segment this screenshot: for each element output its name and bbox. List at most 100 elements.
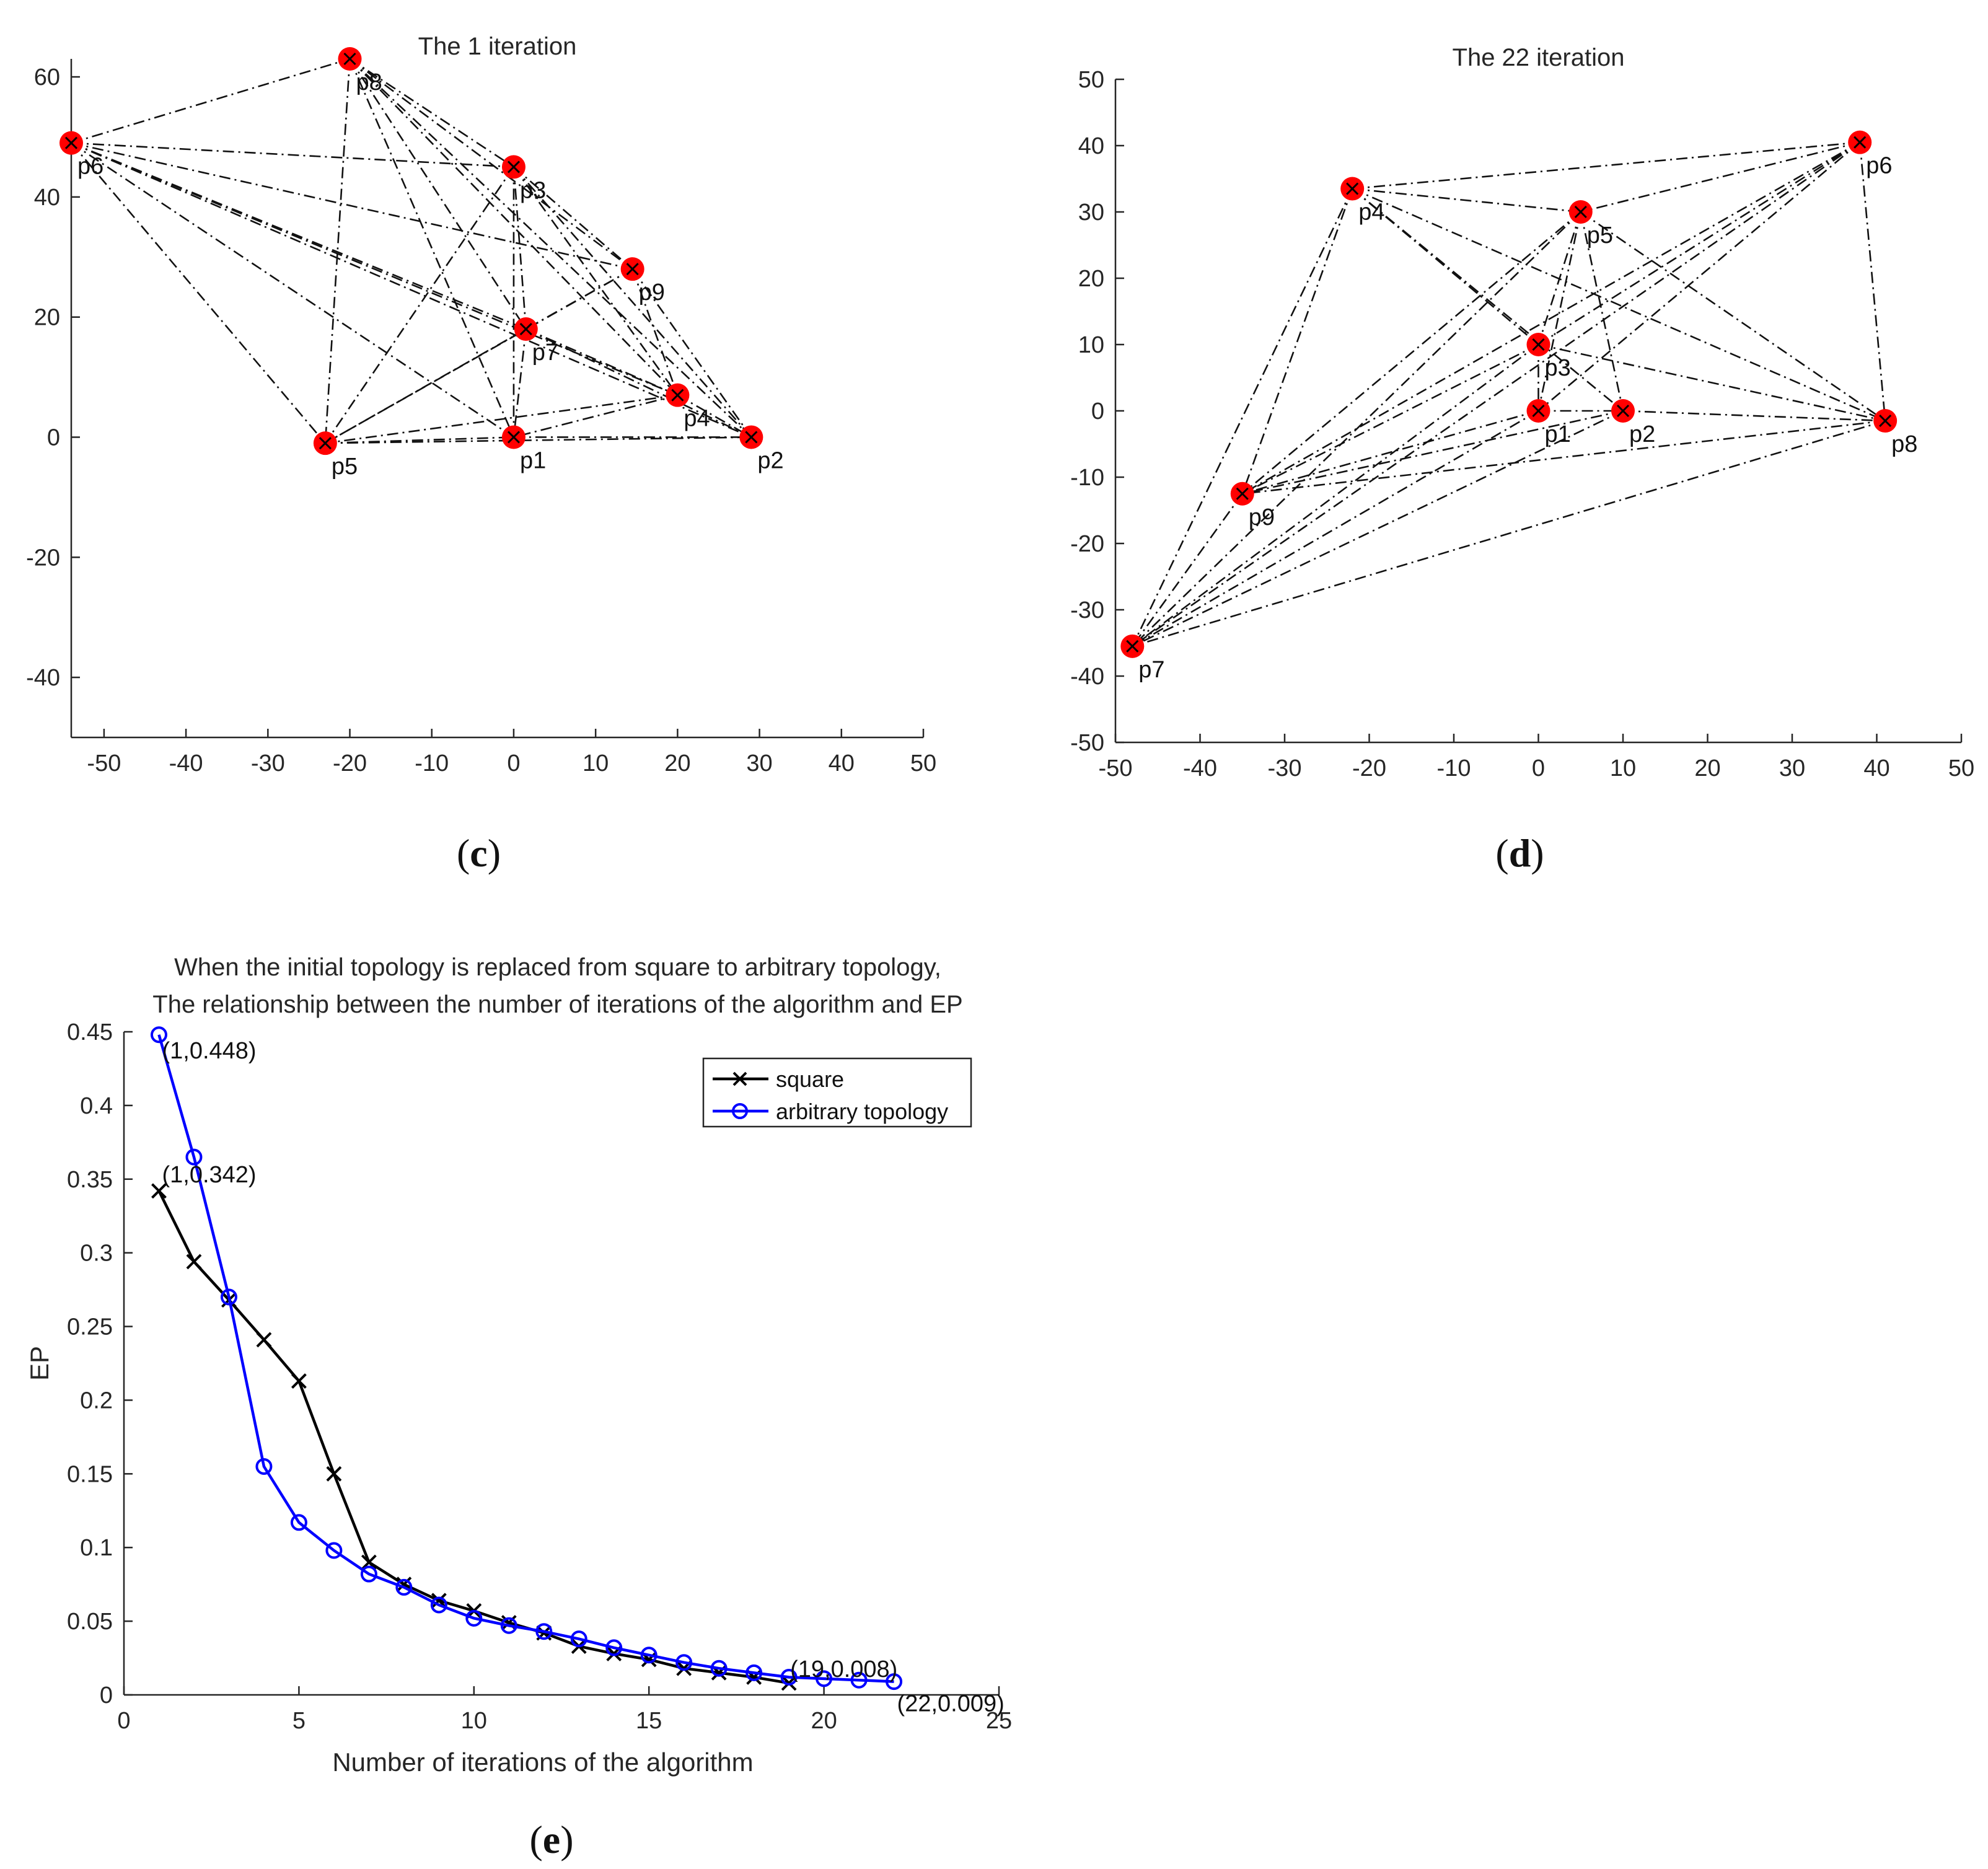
data-point-arbitrary-topology <box>430 1596 447 1614</box>
x-tick-label: 40 <box>1863 755 1889 781</box>
data-point-arbitrary-topology <box>220 1288 237 1306</box>
edge-p4-p9 <box>1241 188 1353 495</box>
panel-caption-letter: e <box>543 1818 560 1862</box>
y-tick-label: 0 <box>47 424 60 451</box>
edge-p5-p7 <box>1132 211 1581 647</box>
x-tick-label: -30 <box>251 750 285 776</box>
edge-p3-p8 <box>1538 343 1886 422</box>
edge-p6-p9 <box>71 142 633 270</box>
edge-p3-p5 <box>324 166 515 444</box>
panel-c-topology-iteration-1: -50 -40 -30 -20 -10 0 10 20 30 40 50 -40 -20 0 20 40 60 T… <box>26 33 936 875</box>
data-point-square <box>186 1254 202 1270</box>
node-label: p3 <box>1545 355 1571 381</box>
edge-p6-p3 <box>1537 141 1860 346</box>
edge-p3-p4 <box>512 166 679 396</box>
data-point-arbitrary-topology <box>535 1623 553 1640</box>
node-label: p9 <box>639 279 665 306</box>
edge-p2-p8 <box>1622 410 1886 422</box>
x-tick-label: 20 <box>1694 755 1720 781</box>
x-tick-label: -50 <box>1099 755 1133 781</box>
x-tick-label: 20 <box>664 750 690 776</box>
data-point-square <box>326 1466 342 1482</box>
y-tick-label: -50 <box>1070 730 1104 756</box>
node-label: p2 <box>1629 421 1655 447</box>
edge-p3-p2 <box>512 166 752 438</box>
y-tick-label: 20 <box>1078 266 1104 292</box>
edge-p8-p7 <box>1132 420 1886 648</box>
node-label: p7 <box>1138 657 1164 683</box>
edge-p6-p3 <box>71 142 514 168</box>
x-tick-label: 10 <box>461 1708 487 1734</box>
data-point-arbitrary-topology <box>746 1664 763 1681</box>
edge-p7-p2 <box>526 328 752 438</box>
y-tick-label: 40 <box>34 185 60 211</box>
y-tick-label: -40 <box>26 665 60 691</box>
data-point-arbitrary-topology <box>816 1670 833 1687</box>
node-marker-p5 <box>1574 205 1587 219</box>
data-point-square <box>291 1373 307 1389</box>
x-tick-label: 30 <box>1779 755 1805 781</box>
node-label: p2 <box>757 447 783 473</box>
y-tick-label: 0.35 <box>67 1167 113 1193</box>
edge-p6-p9 <box>1242 141 1860 495</box>
data-point-arbitrary-topology <box>150 1026 167 1044</box>
x-axis-label: Number of iterations of the algorithm <box>332 1748 753 1777</box>
data-point-arbitrary-topology <box>640 1647 658 1664</box>
x-tick-label: 50 <box>910 750 936 776</box>
data-point-arbitrary-topology <box>780 1668 798 1686</box>
x-tick-label: 25 <box>986 1708 1012 1734</box>
node-marker-p2 <box>745 431 758 444</box>
data-point-arbitrary-topology <box>360 1565 377 1583</box>
y-tick-label: -20 <box>26 545 60 571</box>
panel-d-topology-iteration-22: -50 -40 -30 -20 -10 0 10 20 30 40 50 -50 -40 -30 -20 -1… <box>1070 44 1974 875</box>
legend-marker-circle <box>732 1103 748 1119</box>
data-point-arbitrary-topology <box>710 1660 728 1677</box>
x-tick-label: -40 <box>169 750 203 776</box>
edge-p8-p4 <box>349 58 679 396</box>
node-marker-p6 <box>1854 136 1867 149</box>
x-tick-label: -20 <box>333 750 367 776</box>
x-tick-label: -10 <box>1437 755 1471 781</box>
node-marker-p4 <box>1346 182 1359 195</box>
node-label: p7 <box>532 340 558 366</box>
data-point-arbitrary-topology <box>290 1514 307 1531</box>
x-tick-label: 15 <box>636 1708 662 1734</box>
x-tick-label: -10 <box>415 750 449 776</box>
y-tick-label: 0.4 <box>80 1093 113 1119</box>
node-label: p5 <box>332 454 358 480</box>
y-tick-label: 30 <box>1078 200 1104 226</box>
edge-p4-p5 <box>1352 188 1581 213</box>
y-tick-label: 0 <box>100 1682 113 1708</box>
edge-p9-p4 <box>631 268 679 396</box>
y-tick-label: 0.25 <box>67 1314 113 1340</box>
node-label: p5 <box>1587 222 1613 248</box>
legend-box <box>702 1057 972 1128</box>
y-tick-label: 0.45 <box>67 1019 113 1045</box>
edge-p6-p5 <box>1580 141 1860 213</box>
edge-p5-p8 <box>1580 211 1886 422</box>
edge-p7-p4 <box>526 328 678 396</box>
y-tick-label: -30 <box>1070 597 1104 623</box>
node-label: p9 <box>1249 504 1275 530</box>
node-marker-p9 <box>626 263 639 276</box>
node-label: p6 <box>1866 153 1892 179</box>
edge-p6-p1 <box>1537 141 1861 411</box>
edge-p4-p8 <box>1352 188 1886 422</box>
edge-p6-p1 <box>71 142 514 438</box>
node-label: p8 <box>1891 431 1917 457</box>
y-tick-label: 0.15 <box>67 1461 113 1487</box>
edge-p5-p2 <box>325 436 752 444</box>
edge-p1-p7 <box>1132 410 1539 647</box>
edge-p6-p7 <box>1132 141 1860 647</box>
data-point-arbitrary-topology <box>395 1578 413 1596</box>
x-tick-label: 0 <box>117 1708 130 1734</box>
edge-p2-p7 <box>1132 410 1624 648</box>
y-tick-label: 20 <box>34 305 60 331</box>
x-tick-label: 30 <box>746 750 772 776</box>
data-point-square <box>256 1332 272 1348</box>
panel-caption-letter: d <box>1509 831 1531 875</box>
x-tick-label: -30 <box>1268 755 1302 781</box>
legend: square arbitrary topology <box>702 1057 972 1128</box>
edge-p3-p7 <box>1132 343 1539 647</box>
node-label: p1 <box>1545 421 1571 447</box>
